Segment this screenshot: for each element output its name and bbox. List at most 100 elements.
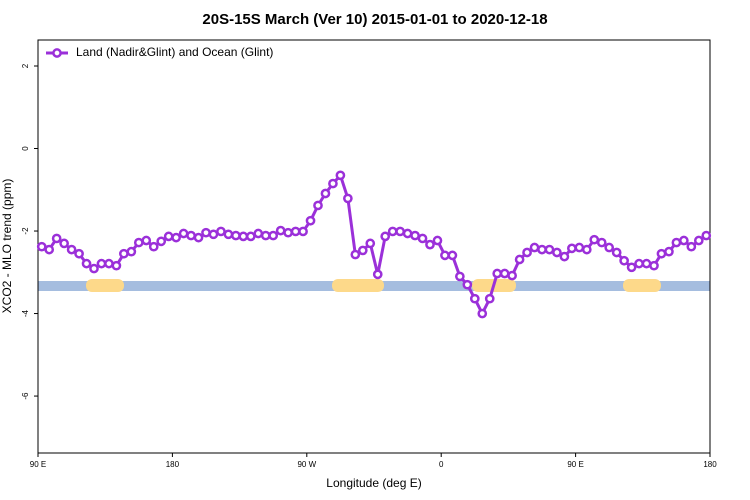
data-point — [238, 231, 249, 242]
legend-marker — [52, 48, 62, 58]
data-point — [223, 229, 234, 240]
data-point — [163, 231, 174, 242]
data-point — [664, 246, 674, 257]
data-point — [320, 188, 331, 199]
data-point — [641, 258, 652, 269]
data-point — [156, 236, 167, 247]
data-point — [193, 232, 204, 243]
data-point — [148, 241, 159, 252]
land-strip — [623, 279, 661, 292]
data-point — [425, 239, 435, 250]
data-point — [36, 241, 47, 252]
x-tick-label: 0 — [439, 460, 444, 469]
x-tick-label: 180 — [166, 460, 180, 469]
data-point — [589, 234, 600, 245]
data-point — [649, 260, 659, 271]
data-point — [507, 270, 517, 281]
data-point — [686, 241, 697, 252]
data-point — [275, 225, 286, 236]
data-point — [455, 271, 465, 282]
data-point — [350, 249, 361, 260]
data-point — [81, 258, 92, 269]
data-point — [432, 235, 443, 246]
x-tick-label: 90 E — [567, 460, 583, 469]
data-point — [693, 235, 704, 246]
data-point — [253, 228, 264, 239]
data-point — [133, 237, 144, 248]
data-point — [574, 242, 585, 253]
data-point — [268, 230, 279, 241]
data-point — [343, 193, 353, 204]
data-point — [559, 251, 570, 262]
data-point — [537, 244, 547, 255]
y-tick-label: -4 — [21, 309, 30, 317]
data-point — [522, 247, 532, 258]
data-point — [604, 242, 615, 253]
data-point — [544, 244, 555, 255]
data-point — [410, 230, 420, 241]
data-point — [567, 243, 577, 254]
data-point — [111, 260, 122, 271]
data-point — [469, 293, 480, 304]
data-point — [208, 229, 219, 240]
data-point — [417, 233, 428, 244]
data-point — [619, 255, 629, 266]
data-point — [701, 230, 712, 241]
data-point — [387, 226, 398, 237]
data-point — [141, 235, 152, 246]
y-tick-label: 2 — [21, 63, 30, 68]
x-tick-label: 90 W — [297, 460, 316, 469]
data-point — [44, 244, 55, 255]
data-point — [380, 231, 391, 242]
x-axis-label: Longitude (deg E) — [326, 476, 421, 490]
data-point — [372, 269, 383, 280]
data-point — [216, 226, 226, 237]
chart-title: 20S-15S March (Ver 10) 2015-01-01 to 202… — [202, 11, 547, 28]
data-point — [529, 242, 540, 253]
data-point — [59, 238, 69, 249]
data-point — [313, 200, 323, 211]
data-point — [440, 250, 450, 261]
data-point — [634, 258, 644, 269]
data-point — [477, 308, 488, 319]
data-point — [395, 226, 405, 237]
data-point — [126, 246, 137, 257]
x-tick-label: 180 — [703, 460, 717, 469]
data-point — [66, 244, 77, 255]
land-strip — [332, 279, 384, 292]
data-point — [596, 237, 607, 248]
y-tick-label: -6 — [21, 392, 30, 400]
data-point — [499, 268, 510, 279]
data-point — [186, 230, 196, 241]
data-point — [298, 226, 308, 237]
data-point — [201, 227, 211, 238]
data-point — [626, 262, 637, 273]
data-point — [671, 237, 682, 248]
data-point — [462, 279, 473, 290]
land-strip — [86, 279, 124, 292]
data-point — [260, 230, 271, 241]
data-point — [611, 247, 622, 258]
data-point — [51, 233, 62, 244]
data-point — [328, 178, 338, 189]
data-point — [552, 247, 562, 258]
data-point — [492, 268, 503, 279]
data-point — [305, 215, 316, 226]
data-point — [104, 258, 114, 269]
data-point — [679, 235, 689, 246]
data-point — [290, 226, 301, 237]
data-point — [245, 231, 256, 242]
data-point — [357, 245, 368, 256]
y-axis-label: XCO2 - MLO trend (ppm) — [0, 179, 14, 314]
data-point — [283, 227, 293, 238]
data-point — [656, 248, 667, 259]
data-point — [89, 263, 99, 274]
y-tick-label: -2 — [21, 227, 30, 235]
data-point — [96, 258, 107, 269]
data-point — [581, 244, 592, 255]
data-point — [171, 232, 181, 243]
data-point — [231, 230, 241, 241]
legend-label: Land (Nadir&Glint) and Ocean (Glint) — [76, 45, 273, 59]
y-tick-label: 0 — [21, 146, 30, 151]
